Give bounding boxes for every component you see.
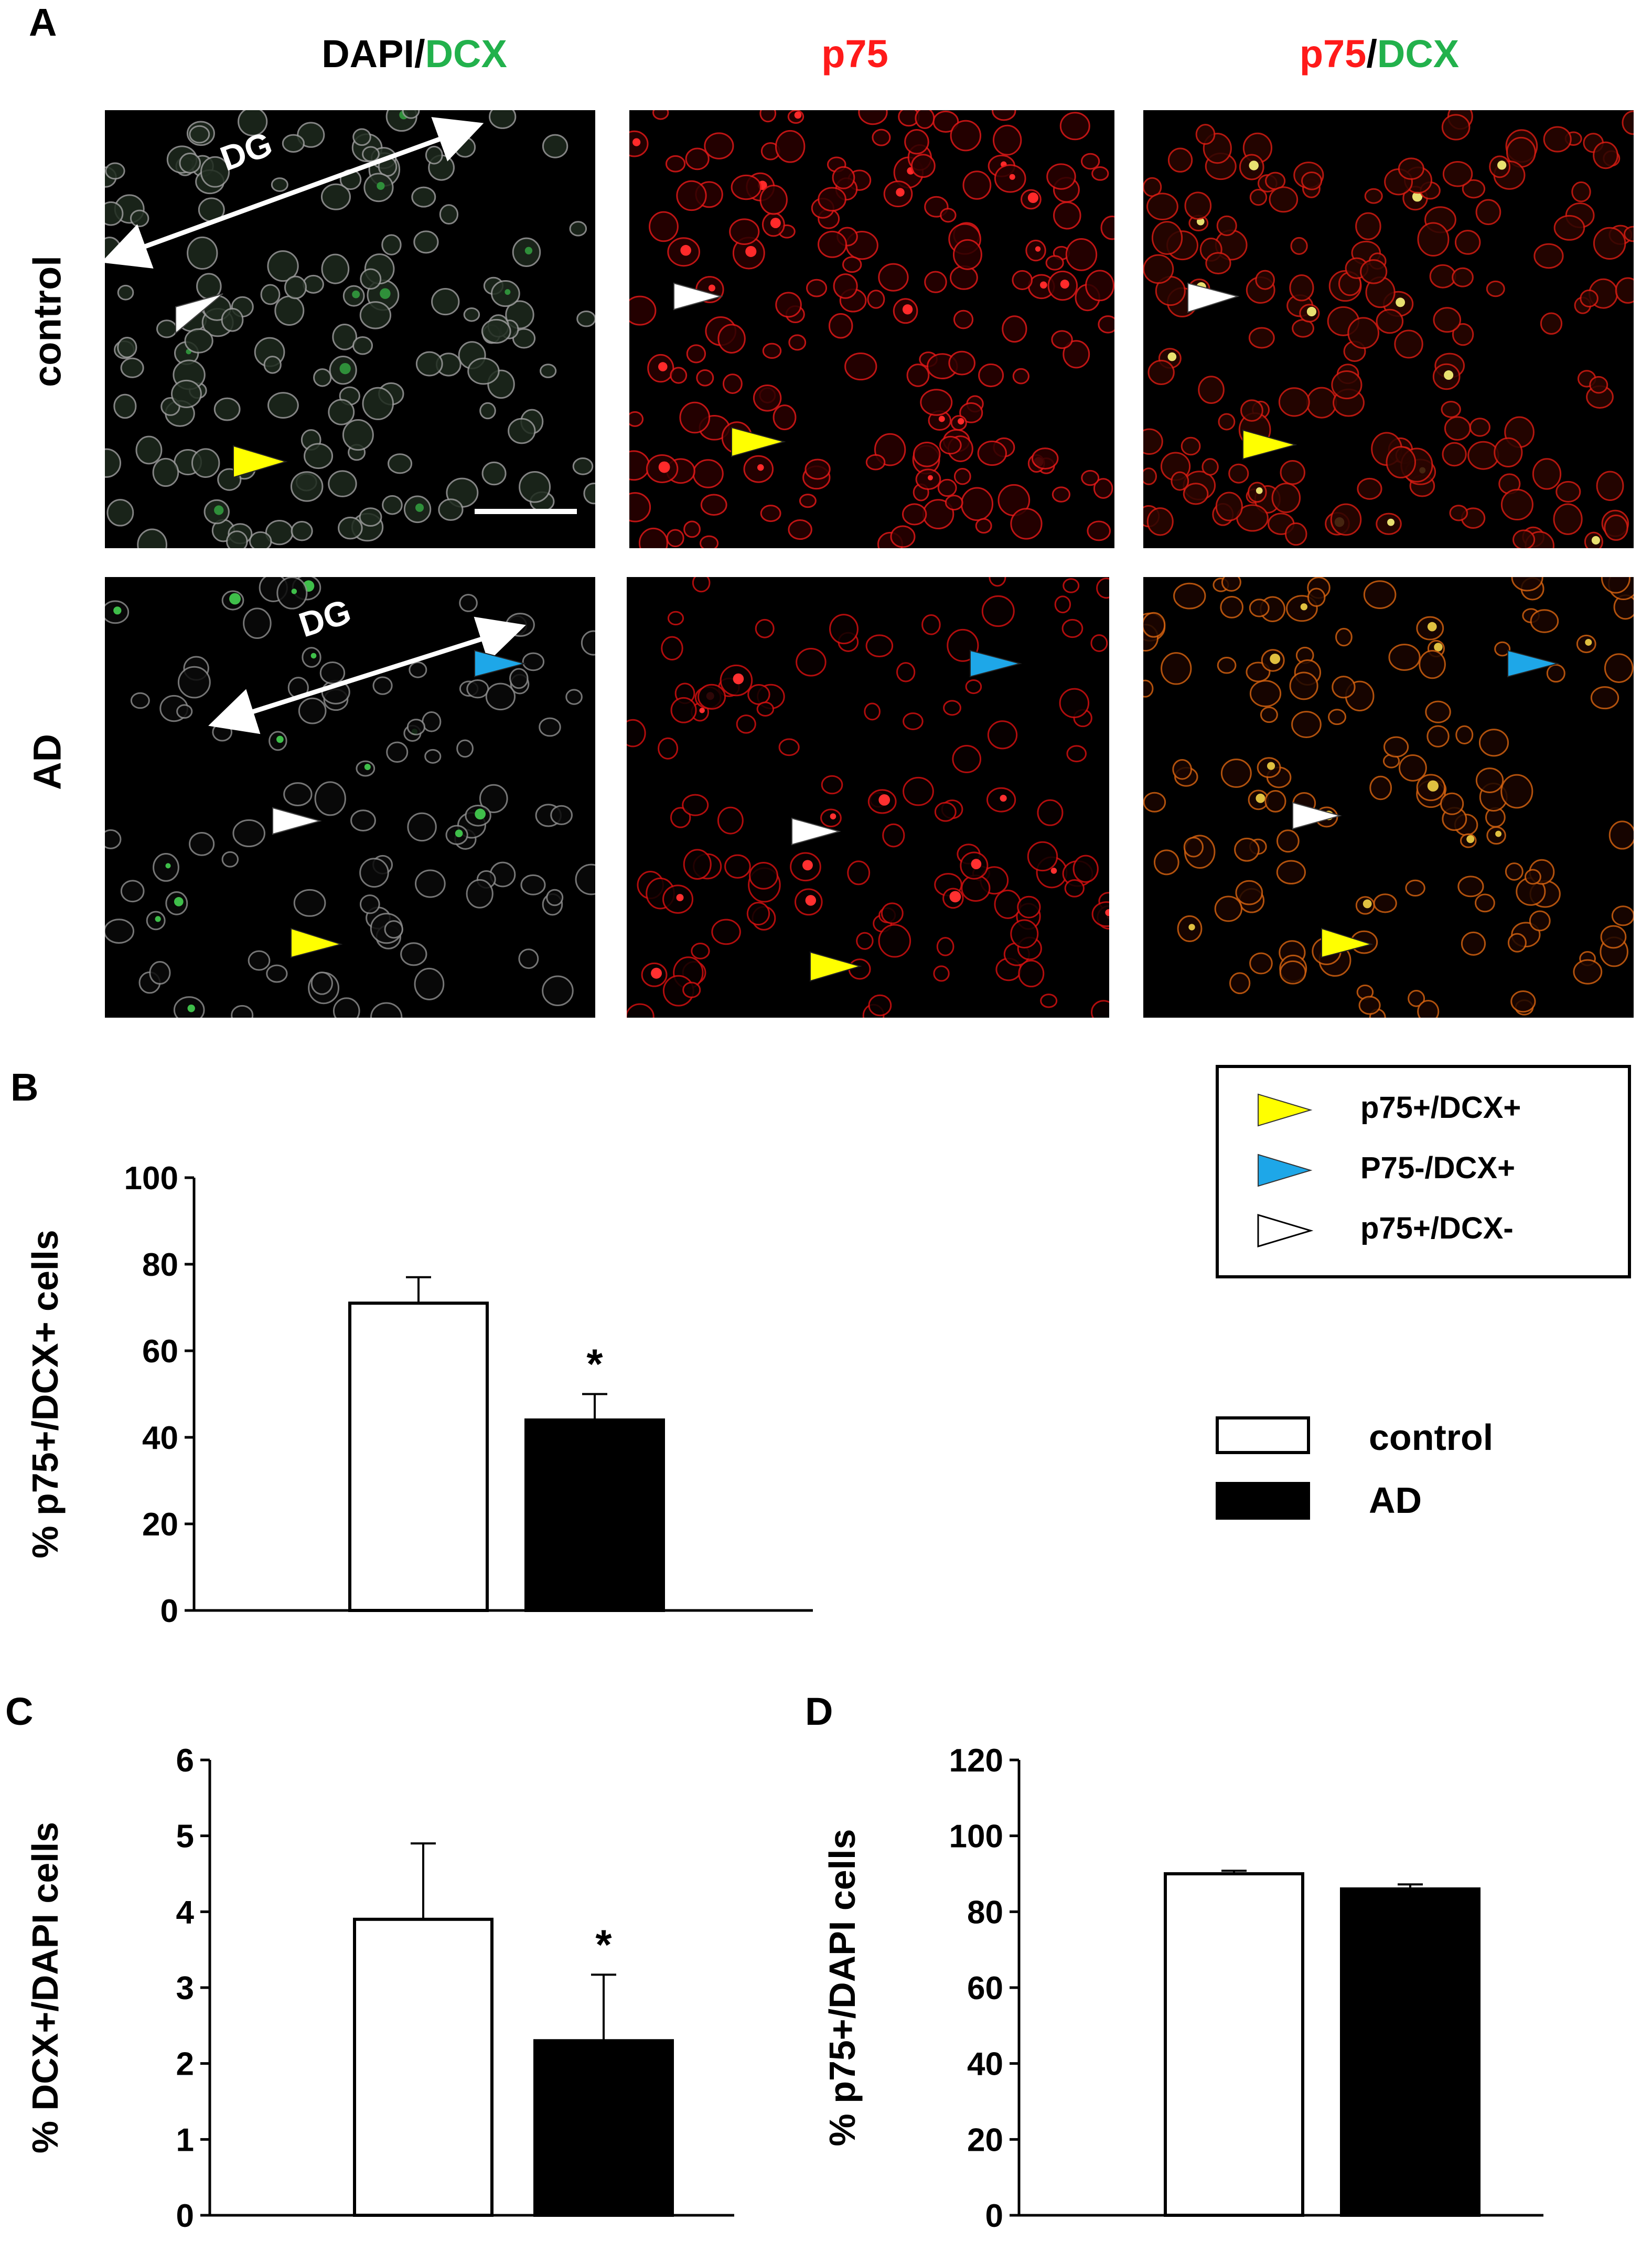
legend-label-blue: P75-/DCX+ xyxy=(1360,1151,1515,1185)
column-title-p75-dcx: p75/DCX xyxy=(1143,31,1615,76)
y-axis-label: % p75+/DCX+ cells xyxy=(25,1230,66,1558)
bar-control xyxy=(1164,1872,1304,2217)
y-tick-label: 120 xyxy=(949,1743,1003,1779)
y-tick-label: 0 xyxy=(176,2198,194,2234)
title-part-p75: p75 xyxy=(1299,32,1367,76)
bar-ad xyxy=(533,2039,674,2217)
y-tick-label: 80 xyxy=(967,1894,1003,1930)
significance-marker: * xyxy=(595,1921,612,1968)
y-tick-label: 40 xyxy=(967,2046,1003,2083)
title-part-dapi: DAPI xyxy=(321,32,414,76)
chart-d: 0 20 40 60 80 100 120 % p75+/DAPI cells xyxy=(822,1743,1543,2234)
micrograph-control-dapi-dcx xyxy=(105,110,595,548)
y-tick-label: 0 xyxy=(985,2198,1003,2234)
legend-item-yellow: p75+/DCX+ xyxy=(1256,1089,1623,1131)
title-part-dcx: DCX xyxy=(425,32,507,76)
title-part-slash: / xyxy=(1366,32,1377,76)
bar-ad xyxy=(524,1418,665,1612)
micrograph-control-merge xyxy=(1143,110,1634,548)
legend-label-control: control xyxy=(1369,1417,1494,1458)
blue-arrowhead-icon xyxy=(1258,1154,1313,1187)
title-part-p75: p75 xyxy=(821,32,888,76)
panel-label-d: D xyxy=(805,1690,833,1733)
bar-control xyxy=(353,1917,494,2217)
y-axis-label: % DCX+/DAPI cells xyxy=(25,1822,66,2153)
micrograph-ad-merge xyxy=(1143,577,1634,1018)
legend-swatch-ad xyxy=(1216,1482,1310,1520)
legend-item-blue: P75-/DCX+ xyxy=(1256,1149,1623,1191)
y-tick-label: 40 xyxy=(142,1420,178,1456)
title-part-dcx: DCX xyxy=(1377,32,1460,76)
y-tick-label: 3 xyxy=(176,1970,194,2006)
y-tick-label: 4 xyxy=(176,1894,195,1930)
yellow-arrowhead-icon xyxy=(1258,1093,1313,1127)
micrograph-control-p75 xyxy=(629,110,1114,548)
legend-item-white: p75+/DCX- xyxy=(1256,1210,1623,1252)
bar-control xyxy=(348,1301,489,1612)
row-label-ad: AD xyxy=(25,734,69,790)
y-tick-label: 0 xyxy=(160,1593,178,1629)
legend-label-white: p75+/DCX- xyxy=(1360,1211,1514,1245)
y-tick-label: 20 xyxy=(142,1507,178,1543)
micrograph-ad-p75 xyxy=(627,577,1109,1018)
bar-ad xyxy=(1340,1887,1481,2217)
y-tick-label: 100 xyxy=(949,1819,1003,1855)
y-tick-label: 5 xyxy=(176,1819,194,1855)
panel-label-a: A xyxy=(29,1,57,44)
white-arrowhead-icon xyxy=(1257,1213,1313,1248)
panel-label-b: B xyxy=(10,1065,39,1109)
y-tick-label: 60 xyxy=(967,1970,1003,2006)
legend-swatch-control xyxy=(1216,1416,1310,1454)
panel-label-c: C xyxy=(5,1690,34,1733)
y-tick-label: 1 xyxy=(176,2122,194,2158)
y-tick-label: 2 xyxy=(176,2046,194,2083)
row-label-control: control xyxy=(25,255,69,387)
chart-b: 0 20 40 60 80 100 % p75+/DCX+ cells * xyxy=(25,1160,813,1629)
y-tick-label: 60 xyxy=(142,1333,178,1370)
arrow-legend: p75+/DCX+ P75-/DCX+ p75+/DCX- xyxy=(1216,1065,1631,1278)
y-axis-label: % p75+/DAPI cells xyxy=(822,1829,863,2146)
column-title-p75: p75 xyxy=(619,31,1091,76)
y-tick-label: 80 xyxy=(142,1247,178,1283)
y-tick-label: 6 xyxy=(176,1743,194,1779)
micrograph-ad-dapi-dcx xyxy=(105,577,595,1018)
column-title-dapi-dcx: DAPI/DCX xyxy=(178,31,650,76)
title-part-slash: / xyxy=(414,32,425,76)
legend-label-yellow: p75+/DCX+ xyxy=(1360,1091,1521,1125)
chart-c: 0 1 2 3 4 5 6 % DCX+/DAPI cells * xyxy=(25,1743,734,2234)
group-legend: control AD xyxy=(1216,1416,1583,1532)
significance-marker: * xyxy=(586,1341,603,1388)
y-tick-label: 20 xyxy=(967,2122,1003,2158)
y-tick-label: 100 xyxy=(124,1160,178,1197)
legend-label-ad: AD xyxy=(1369,1480,1422,1521)
